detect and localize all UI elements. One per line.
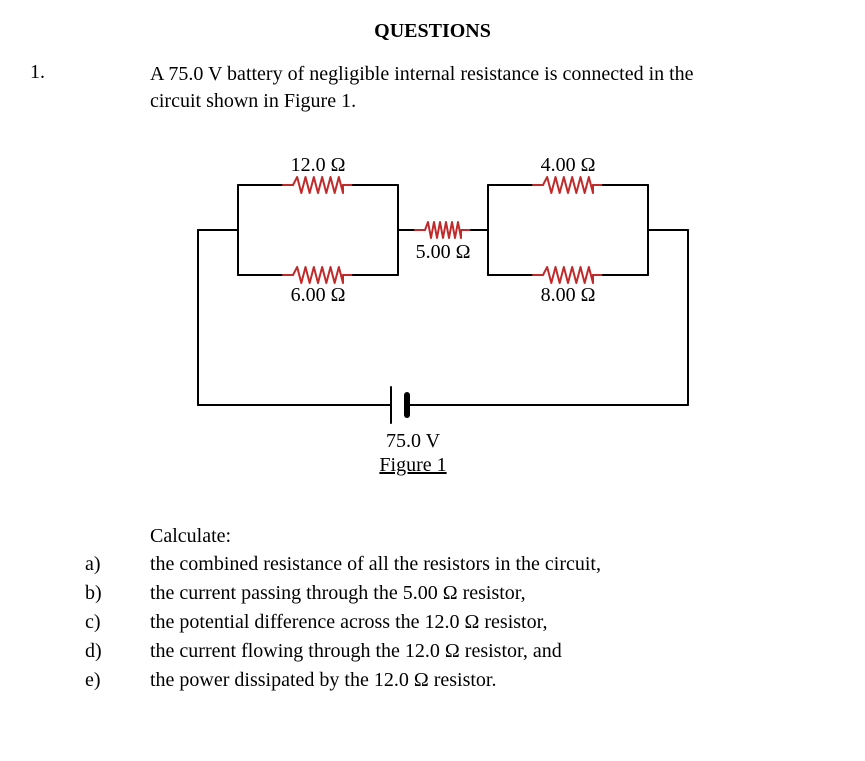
sub-question-row: b)the current passing through the 5.00 Ω…: [30, 579, 835, 608]
question-line1: A 75.0 V battery of negligible internal …: [150, 63, 694, 85]
question-body: A 75.0 V battery of negligible internal …: [150, 61, 835, 115]
sub-question-text: the potential difference across the 12.0…: [150, 608, 835, 637]
sub-question-label: e): [30, 666, 150, 695]
sub-question-row: c)the potential difference across the 12…: [30, 608, 835, 637]
sub-question-row: a)the combined resistance of all the res…: [30, 550, 835, 579]
sub-question-label: c): [30, 608, 150, 637]
svg-text:75.0 V: 75.0 V: [385, 430, 440, 452]
sub-question-label: b): [30, 579, 150, 608]
calculate-block: Calculate: a)the combined resistance of …: [30, 525, 835, 695]
svg-text:4.00 Ω: 4.00 Ω: [540, 154, 595, 176]
sub-question-text: the current flowing through the 12.0 Ω r…: [150, 637, 835, 666]
sub-question-label: a): [30, 550, 150, 579]
question-row: 1. A 75.0 V battery of negligible intern…: [30, 61, 835, 115]
sub-question-text: the current passing through the 5.00 Ω r…: [150, 579, 835, 608]
svg-text:8.00 Ω: 8.00 Ω: [540, 284, 595, 306]
sub-question-row: e)the power dissipated by the 12.0 Ω res…: [30, 666, 835, 695]
sub-question-text: the combined resistance of all the resis…: [150, 550, 835, 579]
question-line2: circuit shown in Figure 1.: [150, 90, 356, 112]
svg-text:6.00 Ω: 6.00 Ω: [290, 284, 345, 306]
svg-text:12.0 Ω: 12.0 Ω: [290, 154, 345, 176]
page-title: QUESTIONS: [30, 20, 835, 43]
sub-question-label: d): [30, 637, 150, 666]
svg-text:Figure 1: Figure 1: [379, 454, 446, 476]
question-number: 1.: [30, 61, 150, 84]
circuit-figure: 12.0 Ω 6.00 Ω 5.00 Ω 4.00 Ω 8.00 Ω 75.0 VFigu…: [30, 145, 835, 505]
svg-text:5.00 Ω: 5.00 Ω: [415, 241, 470, 263]
circuit-svg: 12.0 Ω 6.00 Ω 5.00 Ω 4.00 Ω 8.00 Ω 75.0 VFigu…: [158, 145, 708, 505]
sub-question-row: d)the current flowing through the 12.0 Ω…: [30, 637, 835, 666]
sub-question-text: the power dissipated by the 12.0 Ω resis…: [150, 666, 835, 695]
calculate-heading: Calculate:: [150, 525, 835, 548]
